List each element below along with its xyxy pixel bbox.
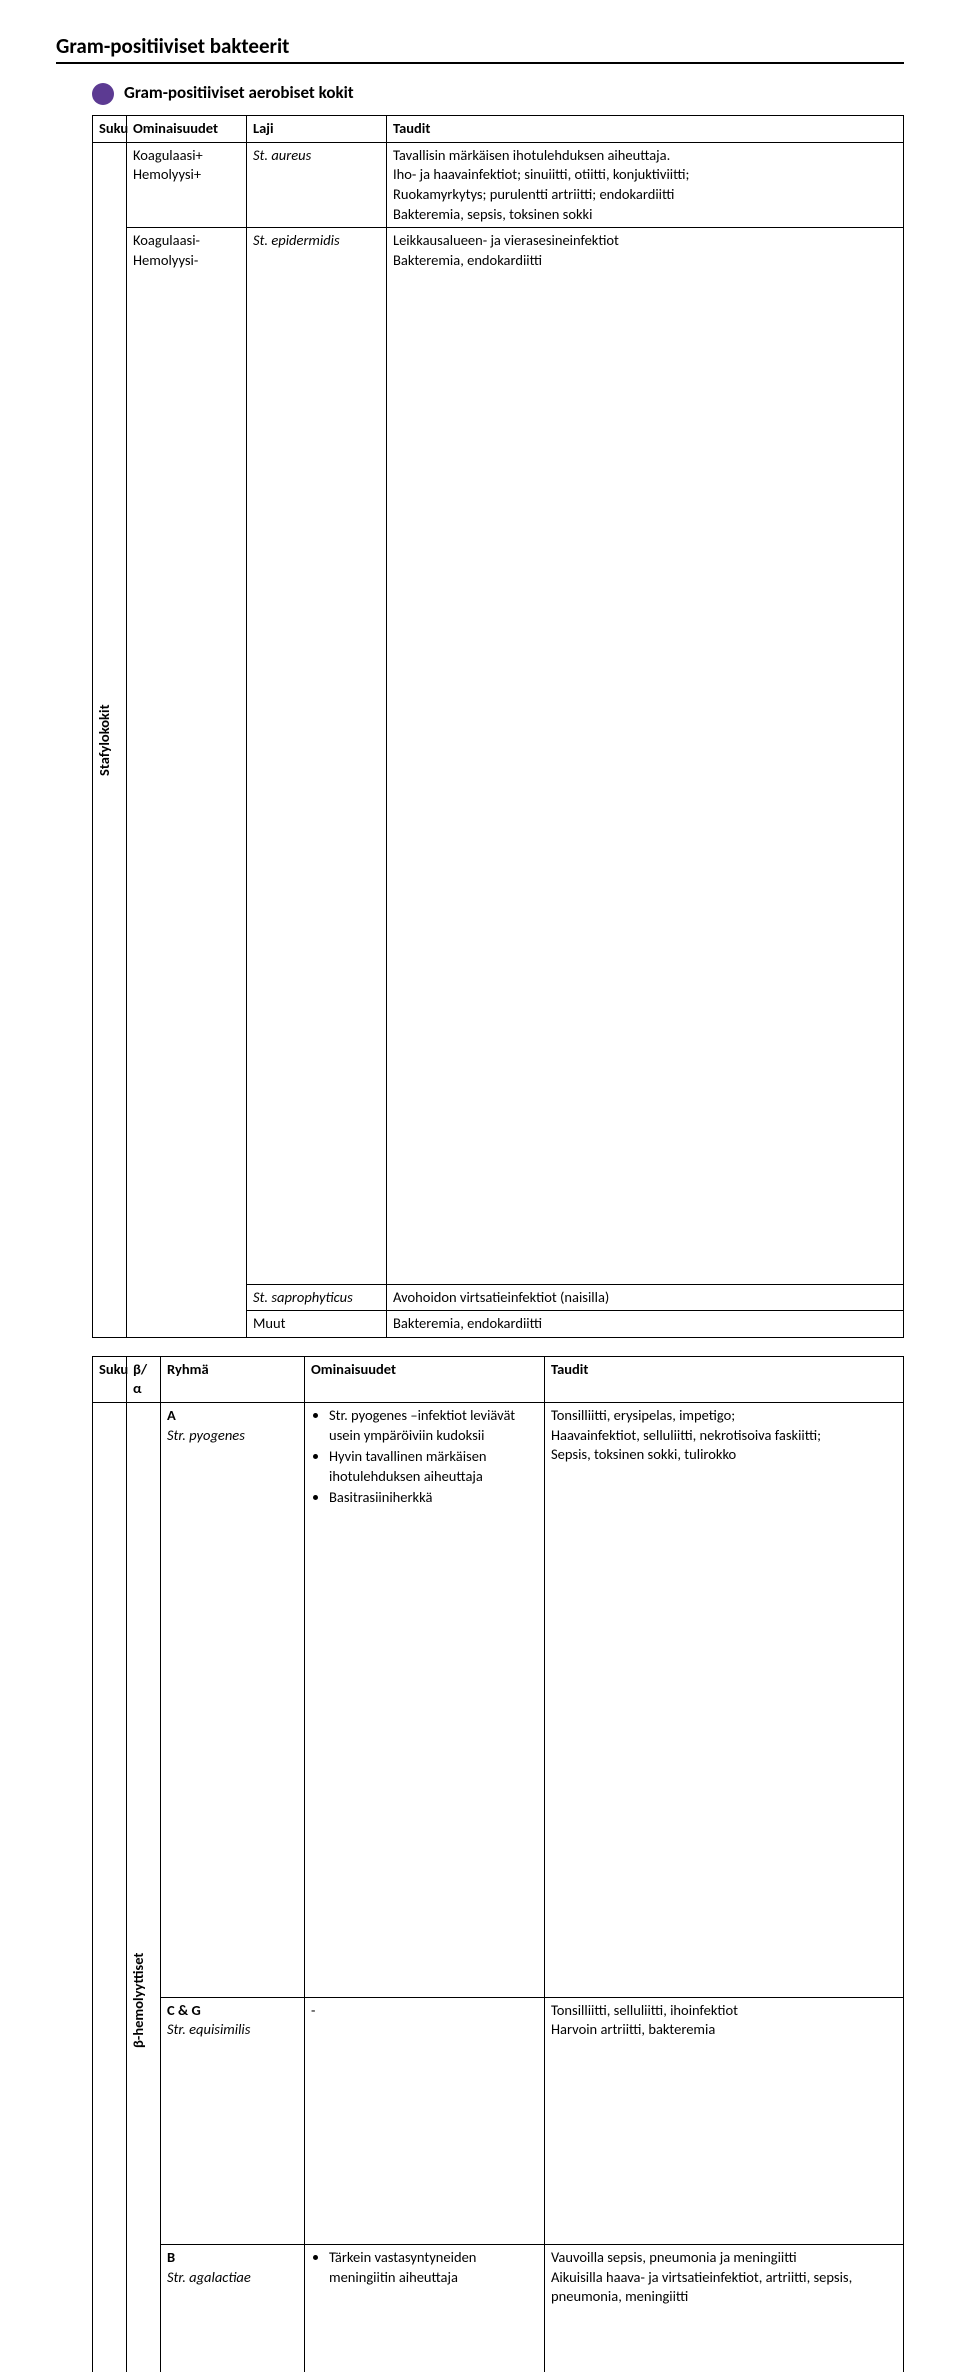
ominaisuudet-cell: Koagulaasi- Hemolyysi- [127, 228, 247, 1338]
beta-cell: β-hemolyyttiset [127, 1402, 161, 2372]
col-taudit: Taudit [545, 1356, 904, 1402]
list-item: Hyvin tavallinen märkäisen ihotulehdukse… [329, 1447, 538, 1486]
section-1-title: Gram-positiiviset aerobiset kokit [124, 82, 354, 105]
laji-cell: St. saprophyticus [247, 1284, 387, 1311]
suku-label: Stafylokokit [95, 147, 115, 1333]
group-sub: Str. equisimilis [167, 2020, 250, 2038]
laji-cell: St. epidermidis [247, 228, 387, 1285]
list-item: Str. pyogenes –infektiot leviävät usein … [329, 1406, 538, 1445]
table-row: Stafylokokit Koagulaasi+ Hemolyysi+ St. … [93, 142, 904, 227]
taudit-cell: Tavallisin märkäisen ihotulehduksen aihe… [387, 142, 904, 227]
taudit-cell: Leikkausalueen- ja vierasesineinfektiot … [387, 228, 904, 1285]
suku-cell: Streptokokit (kaikki katalaasinegatiivis… [93, 1402, 127, 2372]
col-laji: Laji [247, 116, 387, 143]
col-ryhma: Ryhmä [161, 1356, 305, 1402]
table-row: Suku β/α Ryhmä Ominaisuudet Taudit [93, 1356, 904, 1402]
group-sub: Str. pyogenes [167, 1426, 245, 1444]
taudit-cell: Avohoidon virtsatieinfektiot (naisilla) [387, 1284, 904, 1311]
col-ominaisuudet: Ominaisuudet [305, 1356, 545, 1402]
ominaisuudet-cell: Str. pyogenes –infektiot leviävät usein … [305, 1402, 545, 1997]
ominaisuudet-cell: - [305, 1997, 545, 2245]
ryhma-cell: C & G Str. equisimilis [161, 1997, 305, 2245]
ominaisuudet-cell: Tärkein vastasyntyneiden meningiitin aih… [305, 2245, 545, 2372]
table-row: Suku Ominaisuudet Laji Taudit [93, 116, 904, 143]
group-title: A [167, 1406, 176, 1424]
list-item: Tärkein vastasyntyneiden meningiitin aih… [329, 2248, 538, 2287]
section-1: Gram-positiiviset aerobiset kokit Suku O… [92, 82, 904, 2372]
table-row: Koagulaasi- Hemolyysi- St. epidermidis L… [93, 228, 904, 1285]
group-title: B [167, 2248, 175, 2266]
beta-label: β-hemolyyttiset [129, 1407, 149, 2372]
group-title: C & G [167, 2001, 201, 2019]
group-sub: Str. agalactiae [167, 2268, 251, 2286]
table-row: Streptokokit (kaikki katalaasinegatiivis… [93, 1402, 904, 1997]
marker-dot [92, 83, 114, 105]
col-suku: Suku [93, 1356, 127, 1402]
col-beta-alpha: β/α [127, 1356, 161, 1402]
taudit-cell: Tonsilliitti, selluliitti, ihoinfektiot … [545, 1997, 904, 2245]
ryhma-cell: A Str. pyogenes [161, 1402, 305, 1997]
laji-cell: Muut [247, 1311, 387, 1338]
suku-label: Streptokokit (kaikki katalaasinegatiivis… [95, 2085, 115, 2372]
taudit-cell: Tonsilliitti, erysipelas, impetigo; Haav… [545, 1402, 904, 1997]
ominaisuudet-cell: Koagulaasi+ Hemolyysi+ [127, 142, 247, 227]
section-1-header-row: Gram-positiiviset aerobiset kokit [92, 82, 904, 105]
table-row: C & G Str. equisimilis - Tonsilliitti, s… [93, 1997, 904, 2245]
col-taudit: Taudit [387, 116, 904, 143]
staphylococci-table: Suku Ominaisuudet Laji Taudit Stafylokok… [92, 115, 904, 1338]
taudit-cell: Bakteremia, endokardiitti [387, 1311, 904, 1338]
col-ominaisuudet: Ominaisuudet [127, 116, 247, 143]
ryhma-cell: B Str. agalactiae [161, 2245, 305, 2372]
page-title: Gram-positiiviset bakteerit [56, 32, 904, 64]
suku-cell: Stafylokokit [93, 142, 127, 1337]
table-row: B Str. agalactiae Tärkein vastasyntyneid… [93, 2245, 904, 2372]
list-item: Basitrasiiniherkkä [329, 1488, 538, 1508]
col-suku: Suku [93, 116, 127, 143]
taudit-cell: Vauvoilla sepsis, pneumonia ja meningiit… [545, 2245, 904, 2372]
streptococci-table: Suku β/α Ryhmä Ominaisuudet Taudit Strep… [92, 1356, 904, 2372]
laji-cell: St. aureus [247, 142, 387, 227]
